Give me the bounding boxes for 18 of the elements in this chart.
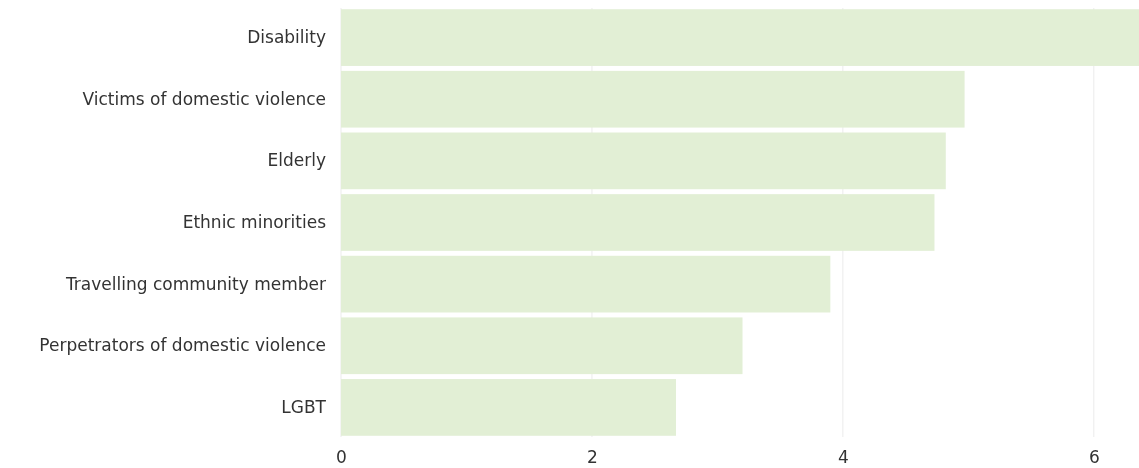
- y-tick-label: Victims of domestic violence: [82, 88, 326, 109]
- bar: [341, 194, 935, 251]
- bar: [341, 132, 946, 190]
- x-tick-label: 2: [587, 447, 598, 468]
- bar: [341, 255, 831, 313]
- y-tick-label: Disability: [247, 27, 326, 48]
- y-tick-label: Elderly: [267, 150, 326, 171]
- bar: [341, 9, 1139, 66]
- y-tick-label: Ethnic minorities: [182, 211, 327, 232]
- y-tick-label: Travelling community member: [64, 273, 326, 294]
- bar: [341, 317, 743, 375]
- bar: [341, 379, 677, 436]
- y-tick-label: Perpetrators of domestic violence: [39, 335, 326, 356]
- y-tick-label: LGBT: [281, 396, 327, 417]
- x-tick-label: 4: [837, 447, 849, 468]
- x-tick-label: 0: [336, 447, 347, 468]
- x-tick-label: 6: [1088, 447, 1100, 468]
- bar: [341, 70, 965, 128]
